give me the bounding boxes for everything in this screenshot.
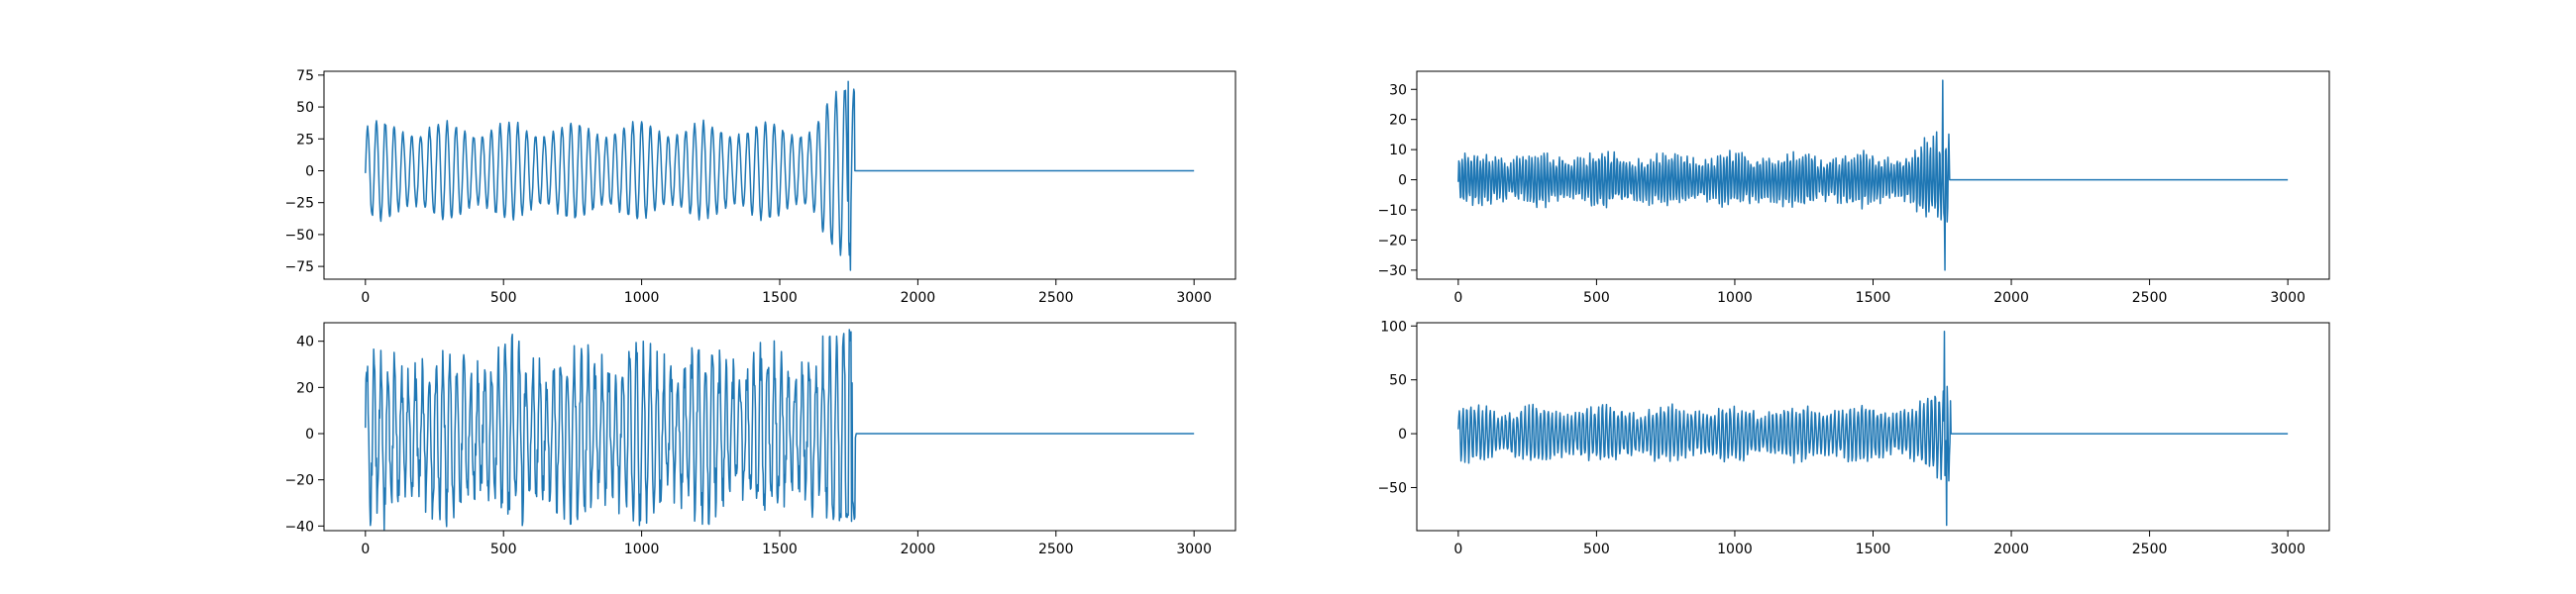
y-tick-label: 10 (1389, 143, 1407, 158)
y-tick-label: 0 (1398, 173, 1407, 189)
x-tick-label: 500 (1583, 290, 1610, 306)
x-tick-label: 1500 (1856, 290, 1891, 306)
series-line (1457, 330, 2289, 527)
x-tick-label: 3000 (2270, 542, 2306, 557)
subplot-top-left: 0 500 1000 1500 2000 2500 3000 −75 −50 −25 0 25 50 75 (284, 68, 1236, 306)
series-line (1457, 79, 2289, 271)
y-tick-label: −25 (284, 196, 314, 212)
x-tick-label: 1000 (624, 542, 660, 557)
x-tick-label: 2500 (2132, 290, 2168, 306)
y-tick-label: −30 (1377, 263, 1407, 279)
x-tick-label: 2500 (2132, 542, 2168, 557)
y-tick-label: −20 (284, 473, 314, 489)
x-tick-label: 3000 (1176, 290, 1212, 306)
series-line (365, 80, 1195, 271)
y-tick-label: 0 (1398, 427, 1407, 443)
y-tick-label: 75 (296, 68, 314, 84)
y-tick-label: 50 (1389, 373, 1407, 389)
series-line (365, 329, 1195, 531)
x-tick-label: 1000 (1717, 542, 1753, 557)
x-tick-label: 0 (361, 290, 370, 306)
y-tick-label: 50 (296, 100, 314, 116)
x-tick-label: 1500 (762, 290, 798, 306)
y-tick-label: −10 (1377, 203, 1407, 219)
x-tick-label: 2000 (1993, 542, 2029, 557)
x-tick-label: 2000 (901, 290, 936, 306)
y-tick-label: 25 (296, 132, 314, 148)
x-tick-label: 0 (1453, 290, 1462, 306)
x-tick-label: 3000 (1176, 542, 1212, 557)
subplot-top-right: 0 500 1000 1500 2000 2500 3000 −30 −20 −10 0 10 20 30 (1377, 70, 2330, 306)
y-tick-label: 20 (1389, 113, 1407, 129)
y-tick-label: −75 (284, 259, 314, 275)
y-tick-label: 100 (1380, 319, 1407, 335)
y-tick-label: 0 (305, 163, 314, 179)
x-tick-label: 3000 (2270, 290, 2306, 306)
x-tick-label: 2000 (901, 542, 936, 557)
subplot-bottom-left: 0 500 1000 1500 2000 2500 3000 −40 −20 0 20 40 (284, 322, 1236, 557)
x-tick-label: 2500 (1038, 290, 1074, 306)
y-tick-label: 30 (1389, 82, 1407, 98)
x-tick-label: 1500 (1856, 542, 1891, 557)
x-tick-label: 1000 (624, 290, 660, 306)
x-tick-label: 500 (490, 542, 517, 557)
x-tick-label: 1000 (1717, 290, 1753, 306)
subplot-bottom-right: 0 500 1000 1500 2000 2500 3000 −50 0 50 100 (1377, 319, 2330, 557)
x-tick-label: 1500 (762, 542, 798, 557)
y-tick-label: −40 (284, 519, 314, 535)
x-tick-label: 0 (1453, 542, 1462, 557)
y-tick-label: 0 (305, 427, 314, 443)
x-tick-label: 2500 (1038, 542, 1074, 557)
y-tick-label: −50 (284, 228, 314, 244)
y-tick-label: −20 (1377, 233, 1407, 248)
y-tick-label: −50 (1377, 480, 1407, 496)
x-tick-label: 500 (1583, 542, 1610, 557)
x-tick-label: 500 (490, 290, 517, 306)
x-tick-label: 0 (361, 542, 370, 557)
y-tick-label: 20 (296, 380, 314, 396)
y-tick-label: 40 (296, 335, 314, 350)
x-tick-label: 2000 (1993, 290, 2029, 306)
